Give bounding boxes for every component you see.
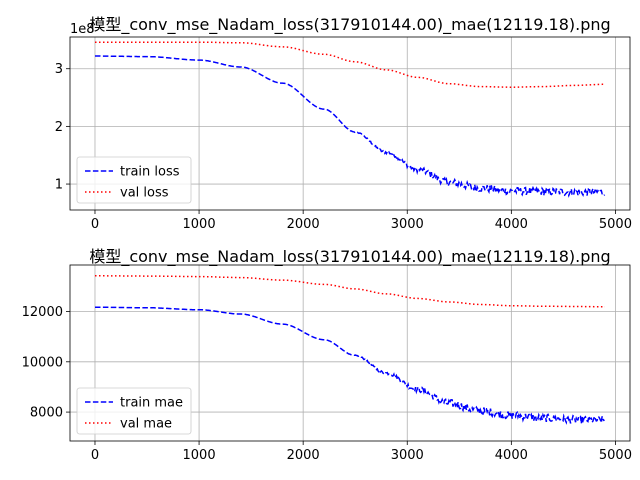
y-tick-label: 8000 — [30, 406, 63, 421]
series-line-train-mae — [95, 306, 605, 425]
legend-label: val mae — [120, 417, 172, 432]
x-tick-label: 5000 — [599, 448, 632, 463]
y-tick-label: 12000 — [22, 305, 63, 320]
axes-frame — [69, 264, 631, 442]
x-tick-label: 4000 — [495, 217, 528, 232]
loss-subplot: 模型_conv_mse_Nadam_loss(317910144.00)_mae… — [55, 15, 632, 232]
axis-offset-label: 1e8 — [70, 22, 95, 37]
legend-label: train mae — [120, 396, 183, 411]
x-tick-label: 3000 — [391, 448, 424, 463]
axes-frame — [69, 36, 631, 211]
legend: train mae val mae — [76, 387, 192, 435]
y-tick-label: 10000 — [22, 355, 63, 370]
legend-label: train loss — [120, 165, 180, 180]
x-tick-label: 1000 — [183, 217, 216, 232]
y-tick-label: 2 — [55, 120, 63, 135]
mae-subplot: 模型_conv_mse_Nadam_loss(317910144.00)_mae… — [22, 247, 632, 463]
chart-title: 模型_conv_mse_Nadam_loss(317910144.00)_mae… — [89, 15, 610, 35]
x-tick-label: 0 — [91, 448, 99, 463]
x-tick-label: 3000 — [391, 217, 424, 232]
y-tick-label: 1 — [55, 178, 63, 193]
legend-label: val loss — [120, 186, 169, 201]
x-tick-label: 2000 — [287, 217, 320, 232]
x-tick-label: 5000 — [599, 217, 632, 232]
x-tick-label: 4000 — [495, 448, 528, 463]
chart-title: 模型_conv_mse_Nadam_loss(317910144.00)_mae… — [89, 247, 610, 267]
x-tick-label: 0 — [91, 217, 99, 232]
series-line-val-loss — [95, 41, 605, 88]
x-tick-label: 2000 — [287, 448, 320, 463]
series-line-val-mae — [95, 275, 605, 308]
y-tick-label: 3 — [55, 62, 63, 77]
legend: train loss val loss — [76, 156, 192, 204]
x-tick-label: 1000 — [183, 448, 216, 463]
